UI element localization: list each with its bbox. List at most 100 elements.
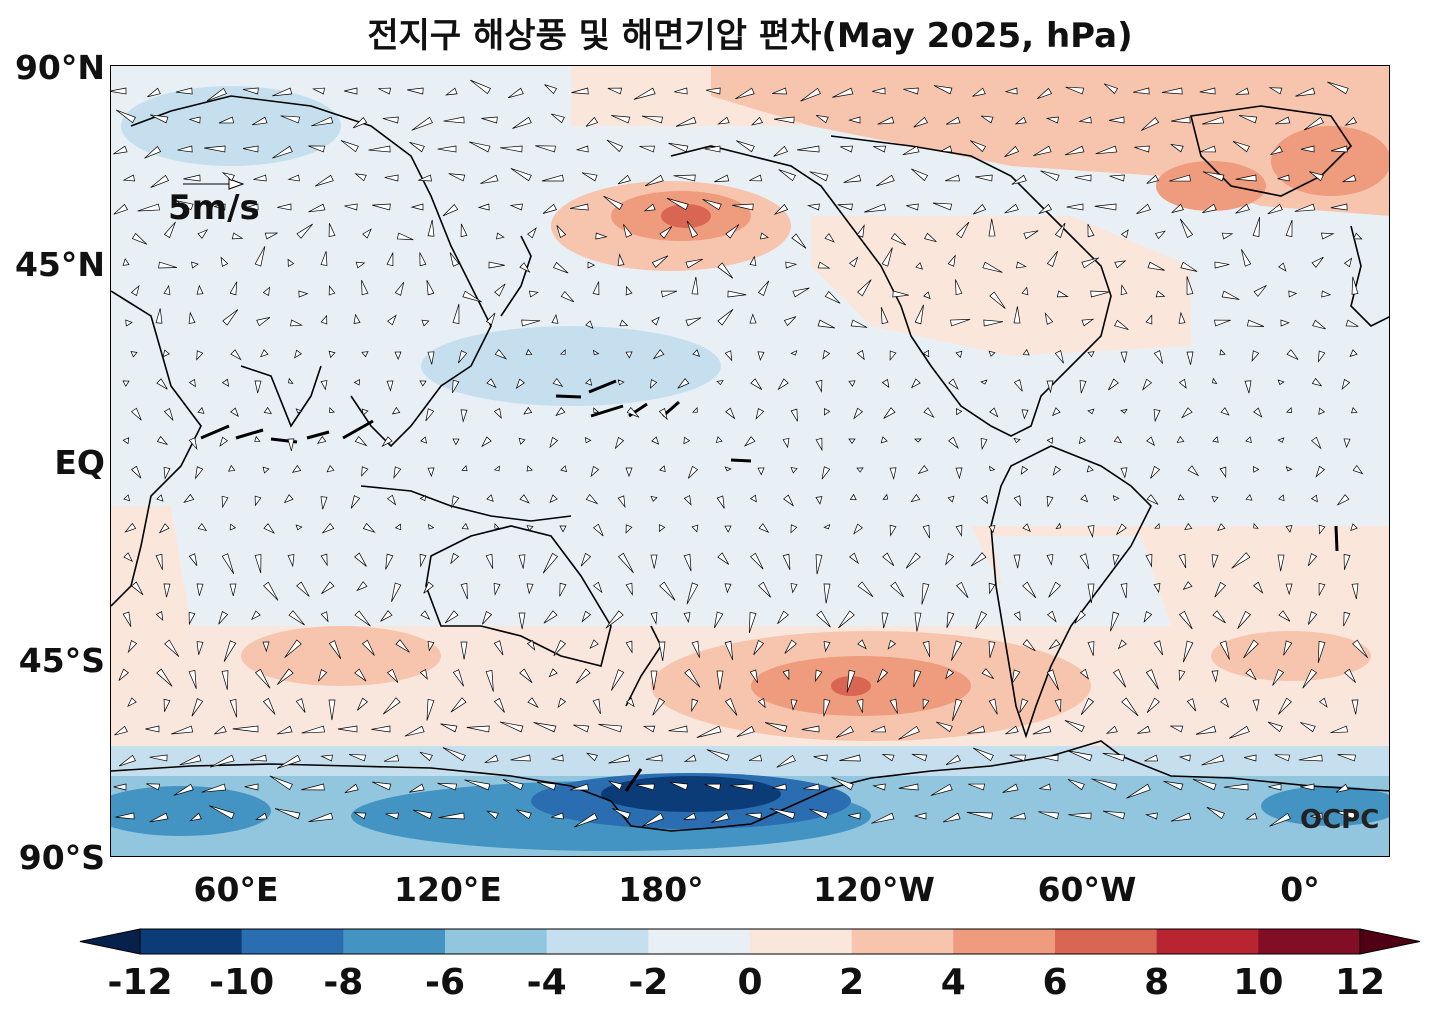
wind-vector-arrow [1330,725,1349,734]
wind-vector-arrow [1013,611,1021,622]
wind-vector-arrow [669,781,689,791]
wind-vector-arrow [782,553,791,570]
wind-vector-arrow [686,220,699,238]
wind-vector-arrow [230,407,239,418]
colorbar-tick-label: -4 [526,962,567,1003]
wind-vector-arrow [262,466,270,474]
wind-vector-arrow [1252,699,1260,712]
wind-vector-arrow [1277,494,1285,502]
wind-vector-arrow [1090,290,1110,298]
wind-vector-arrow [1014,116,1027,125]
wind-vector-arrow [243,87,259,95]
colorbar-tick-label: 4 [940,962,966,1003]
wind-vector-arrow [328,640,342,660]
wind-vector-arrow [194,466,204,480]
wind-vector-arrow [1066,203,1084,211]
wind-vector-arrow [881,612,889,629]
wind-vector-arrow [575,668,591,684]
wind-vector-arrow [972,87,986,97]
wind-vector-arrow [512,116,532,129]
wind-vector-arrow [668,725,688,733]
wind-vector-arrow [156,494,164,502]
wind-vector-arrow [889,524,897,537]
wind-vector-arrow [443,116,465,124]
wind-vector-arrow [817,261,831,269]
wind-vector-arrow [1133,87,1150,95]
wind-vector-arrow [889,467,897,481]
wind-vector-arrow [903,87,919,95]
wind-vector-arrow [442,747,466,762]
wind-vector-arrow [218,610,229,625]
wind-vector-arrow [623,224,633,238]
wind-vector-arrow [1275,116,1291,125]
wind-vector-arrow [644,174,664,187]
wind-vector-arrow [131,581,144,596]
wind-vector-arrow [419,751,433,762]
wind-vector-arrow [1004,145,1020,158]
wind-vector-arrow [249,754,267,762]
wind-vector-arrow [1237,610,1252,630]
wind-vector-arrow [221,553,235,574]
wind-vector-arrow [1278,610,1291,622]
wind-vector-arrow [122,258,130,266]
wind-vector-arrow [1252,465,1260,473]
wind-vector-arrow [736,725,755,738]
wind-vector-arrow [947,254,956,267]
wind-vector-arrow [122,380,130,387]
wind-vector-arrow [163,467,171,480]
wind-vector-arrow [1033,145,1052,156]
wind-vector-arrow [525,348,533,356]
wind-vector-arrow [131,232,148,245]
wind-vector-arrow [1244,754,1257,762]
wind-vector-arrow [732,203,754,211]
wind-vector-arrow [188,611,196,626]
wind-vector-arrow [560,291,575,303]
wind-vector-arrow [1206,806,1225,820]
wind-vector-arrow [651,255,669,269]
wind-vector-arrow [521,319,541,327]
wind-vector-arrow [1080,697,1095,716]
wind-vector-arrow [881,247,893,267]
wind-vector-arrow [1004,203,1019,214]
wind-vector-arrow [581,610,592,623]
wind-vector-arrow [1245,493,1253,501]
wind-vector-arrow [318,669,328,682]
colorbar-extend-high [1359,928,1421,955]
wind-vector-arrow [493,465,500,472]
wind-vector-arrow [584,437,592,444]
wind-vector-arrow [163,698,171,712]
wind-vector-arrow [898,783,919,791]
wind-vector-arrow [729,783,754,791]
colorbar-tick-label: 6 [1042,962,1068,1003]
wind-vector-arrow [813,754,828,762]
wind-vector-arrow [183,493,195,504]
wind-vector-arrow [626,407,640,418]
anomaly-sindian-positive [241,626,441,686]
wind-vector-arrow [448,173,466,182]
wind-vector-arrow [254,246,266,267]
wind-vector-arrow [1211,496,1219,503]
wind-vector-arrow [704,145,721,153]
wind-vector-arrow [1311,256,1324,268]
wind-vector-arrow [880,307,889,325]
wind-vector-arrow [1277,554,1285,572]
wind-vector-arrow [1277,379,1285,386]
wind-vector-arrow [705,87,721,95]
wind-vector-arrow [163,284,171,296]
wind-vector-arrow [686,582,699,605]
wind-vector-arrow [551,113,565,124]
lon-label-180: 180° [618,870,704,909]
wind-vector-arrow [407,87,424,95]
wind-vector-arrow [948,378,959,390]
wind-vector-arrow [968,783,985,791]
wind-vector-arrow [1079,380,1087,394]
wind-vector-arrow [749,174,763,182]
wind-vector-arrow [749,494,757,503]
wind-vector-arrow [111,87,127,95]
wind-vector-arrow [650,554,658,569]
wind-vector-arrow [163,583,171,598]
wind-vector-arrow [158,261,178,269]
wind-vector-arrow [1352,639,1368,658]
wind-vector-arrow [1121,697,1139,717]
wind-vector-arrow [254,380,262,394]
